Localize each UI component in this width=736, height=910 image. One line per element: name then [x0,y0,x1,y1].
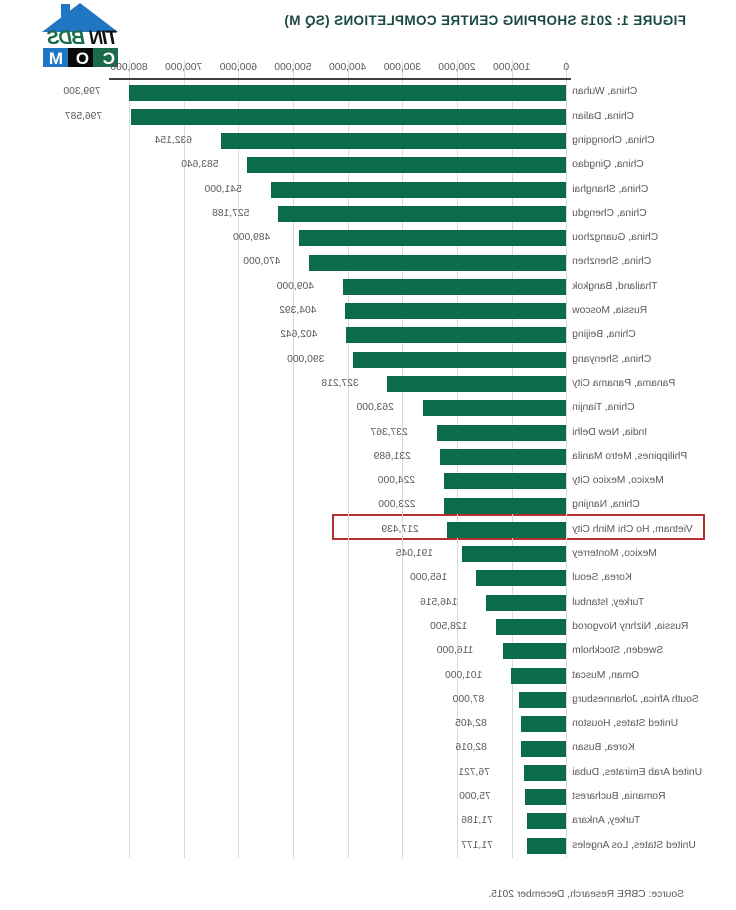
svg-text:M: M [49,49,63,68]
svg-text:TIN: TIN [88,28,118,49]
svg-text:O: O [76,49,89,68]
svg-text:BDS: BDS [47,28,85,49]
